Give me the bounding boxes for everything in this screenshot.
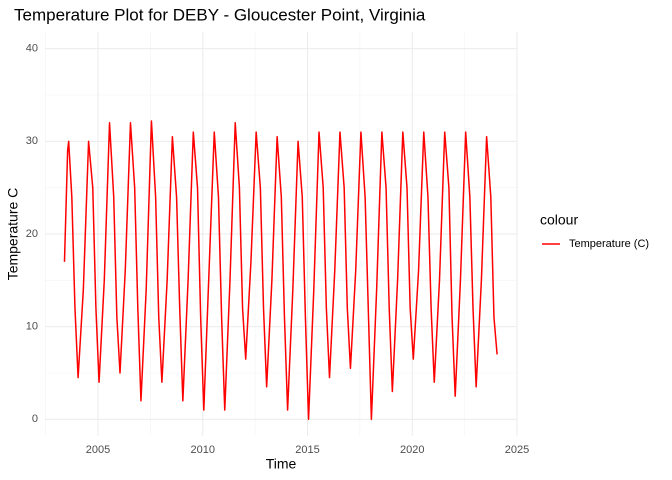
y-tick-label: 20 [26,228,38,240]
y-tick-label: 40 [26,43,38,55]
x-tick-label: 2015 [295,444,319,456]
chart-title: Temperature Plot for DEBY - Gloucester P… [14,5,426,24]
x-tick-label: 2010 [191,444,215,456]
legend-label: Temperature (C) [569,238,649,250]
legend-title: colour [540,212,578,228]
y-tick-label: 10 [26,321,38,333]
y-tick-label: 30 [26,135,38,147]
x-axis-title: Time [266,456,297,472]
line [63,120,498,421]
x-tick-label: 2005 [86,444,110,456]
x-tick-label: 2020 [400,444,424,456]
x-tick-label: 2025 [505,444,529,456]
y-axis-title: Temperature C [5,188,21,281]
y-tick-label: 0 [32,413,38,425]
